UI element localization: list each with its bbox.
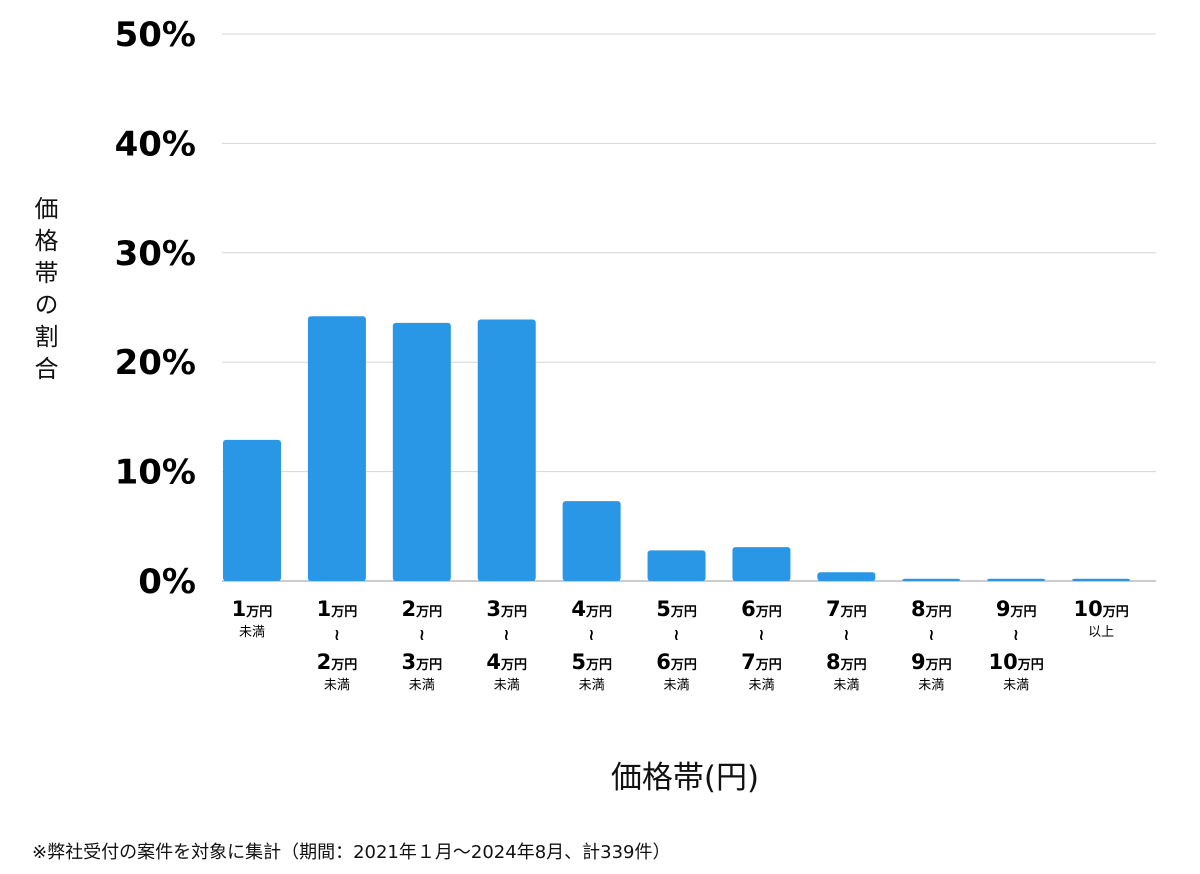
x-category-value: 9万円 [911, 650, 952, 674]
x-category-value: 2万円 [401, 597, 442, 621]
x-category-value: 9万円 [996, 597, 1037, 621]
bar [223, 439, 281, 581]
bar [817, 572, 876, 581]
x-category-value: 10万円 [1073, 597, 1128, 621]
bar [477, 319, 536, 581]
x-category-value: 1万円 [232, 597, 273, 621]
x-category-suffix: 未満 [409, 678, 435, 693]
y-tick-label: 20% [115, 343, 196, 383]
x-category-value: 6万円 [741, 597, 782, 621]
x-category-value: 3万円 [486, 597, 527, 621]
x-category-tilde: ~ [328, 628, 347, 641]
x-category-tilde: ~ [583, 628, 602, 641]
y-axis-label: 価格帯の割合 [30, 196, 58, 388]
x-category-suffix: 未満 [1003, 678, 1029, 693]
x-category-value: 5万円 [656, 597, 697, 621]
bar [902, 578, 961, 581]
y-tick-label: 50% [115, 15, 196, 55]
bar [307, 316, 366, 581]
x-axis-label: 価格帯(円) [610, 760, 760, 796]
bar [987, 578, 1046, 581]
x-category-tilde: ~ [413, 628, 432, 641]
footnote: ※弊社受付の案件を対象に集計（期間：2021年１月～2024年8月、計339件） [32, 842, 671, 863]
y-tick-label: 0% [138, 562, 196, 602]
bar [647, 550, 706, 581]
x-axis-categories: 1万円未満1万円~2万円未満2万円~3万円未満3万円~4万円未満4万円~5万円未… [232, 597, 1129, 693]
x-category-tilde: ~ [668, 628, 687, 641]
x-category-suffix: 未満 [579, 678, 605, 693]
x-category-suffix: 未満 [918, 678, 944, 693]
x-category-value: 2万円 [317, 650, 358, 674]
x-category-value: 3万円 [401, 650, 442, 674]
x-category-value: 7万円 [826, 597, 867, 621]
x-category-value: 8万円 [911, 597, 952, 621]
bar [562, 501, 621, 581]
x-category-tilde: ~ [752, 628, 771, 641]
x-category-value: 4万円 [571, 597, 612, 621]
x-category-suffix: 未満 [324, 678, 350, 693]
y-axis-ticks: 0% 10% 20% 30% 40% 50% [115, 15, 196, 602]
x-category-suffix: 以上 [1088, 625, 1114, 640]
x-category-value: 7万円 [741, 650, 782, 674]
y-tick-label: 30% [115, 234, 196, 274]
x-category-value: 6万円 [656, 650, 697, 674]
x-category-tilde: ~ [837, 628, 856, 641]
x-category-tilde: ~ [1007, 628, 1026, 641]
x-category-suffix: 未満 [748, 678, 774, 693]
y-tick-label: 10% [115, 453, 196, 493]
x-category-value: 10万円 [989, 650, 1044, 674]
x-category-suffix: 未満 [833, 678, 859, 693]
y-tick-label: 40% [115, 124, 196, 164]
bar [732, 547, 791, 581]
x-category-value: 4万円 [486, 650, 527, 674]
bar [1072, 578, 1131, 581]
x-category-tilde: ~ [498, 628, 517, 641]
bar [392, 322, 451, 581]
x-category-tilde: ~ [922, 628, 941, 641]
x-category-suffix: 未満 [239, 625, 265, 640]
bars [223, 316, 1131, 581]
x-category-suffix: 未満 [664, 678, 690, 693]
x-category-value: 1万円 [317, 597, 358, 621]
x-category-value: 5万円 [571, 650, 612, 674]
x-category-suffix: 未満 [494, 678, 520, 693]
x-category-value: 8万円 [826, 650, 867, 674]
